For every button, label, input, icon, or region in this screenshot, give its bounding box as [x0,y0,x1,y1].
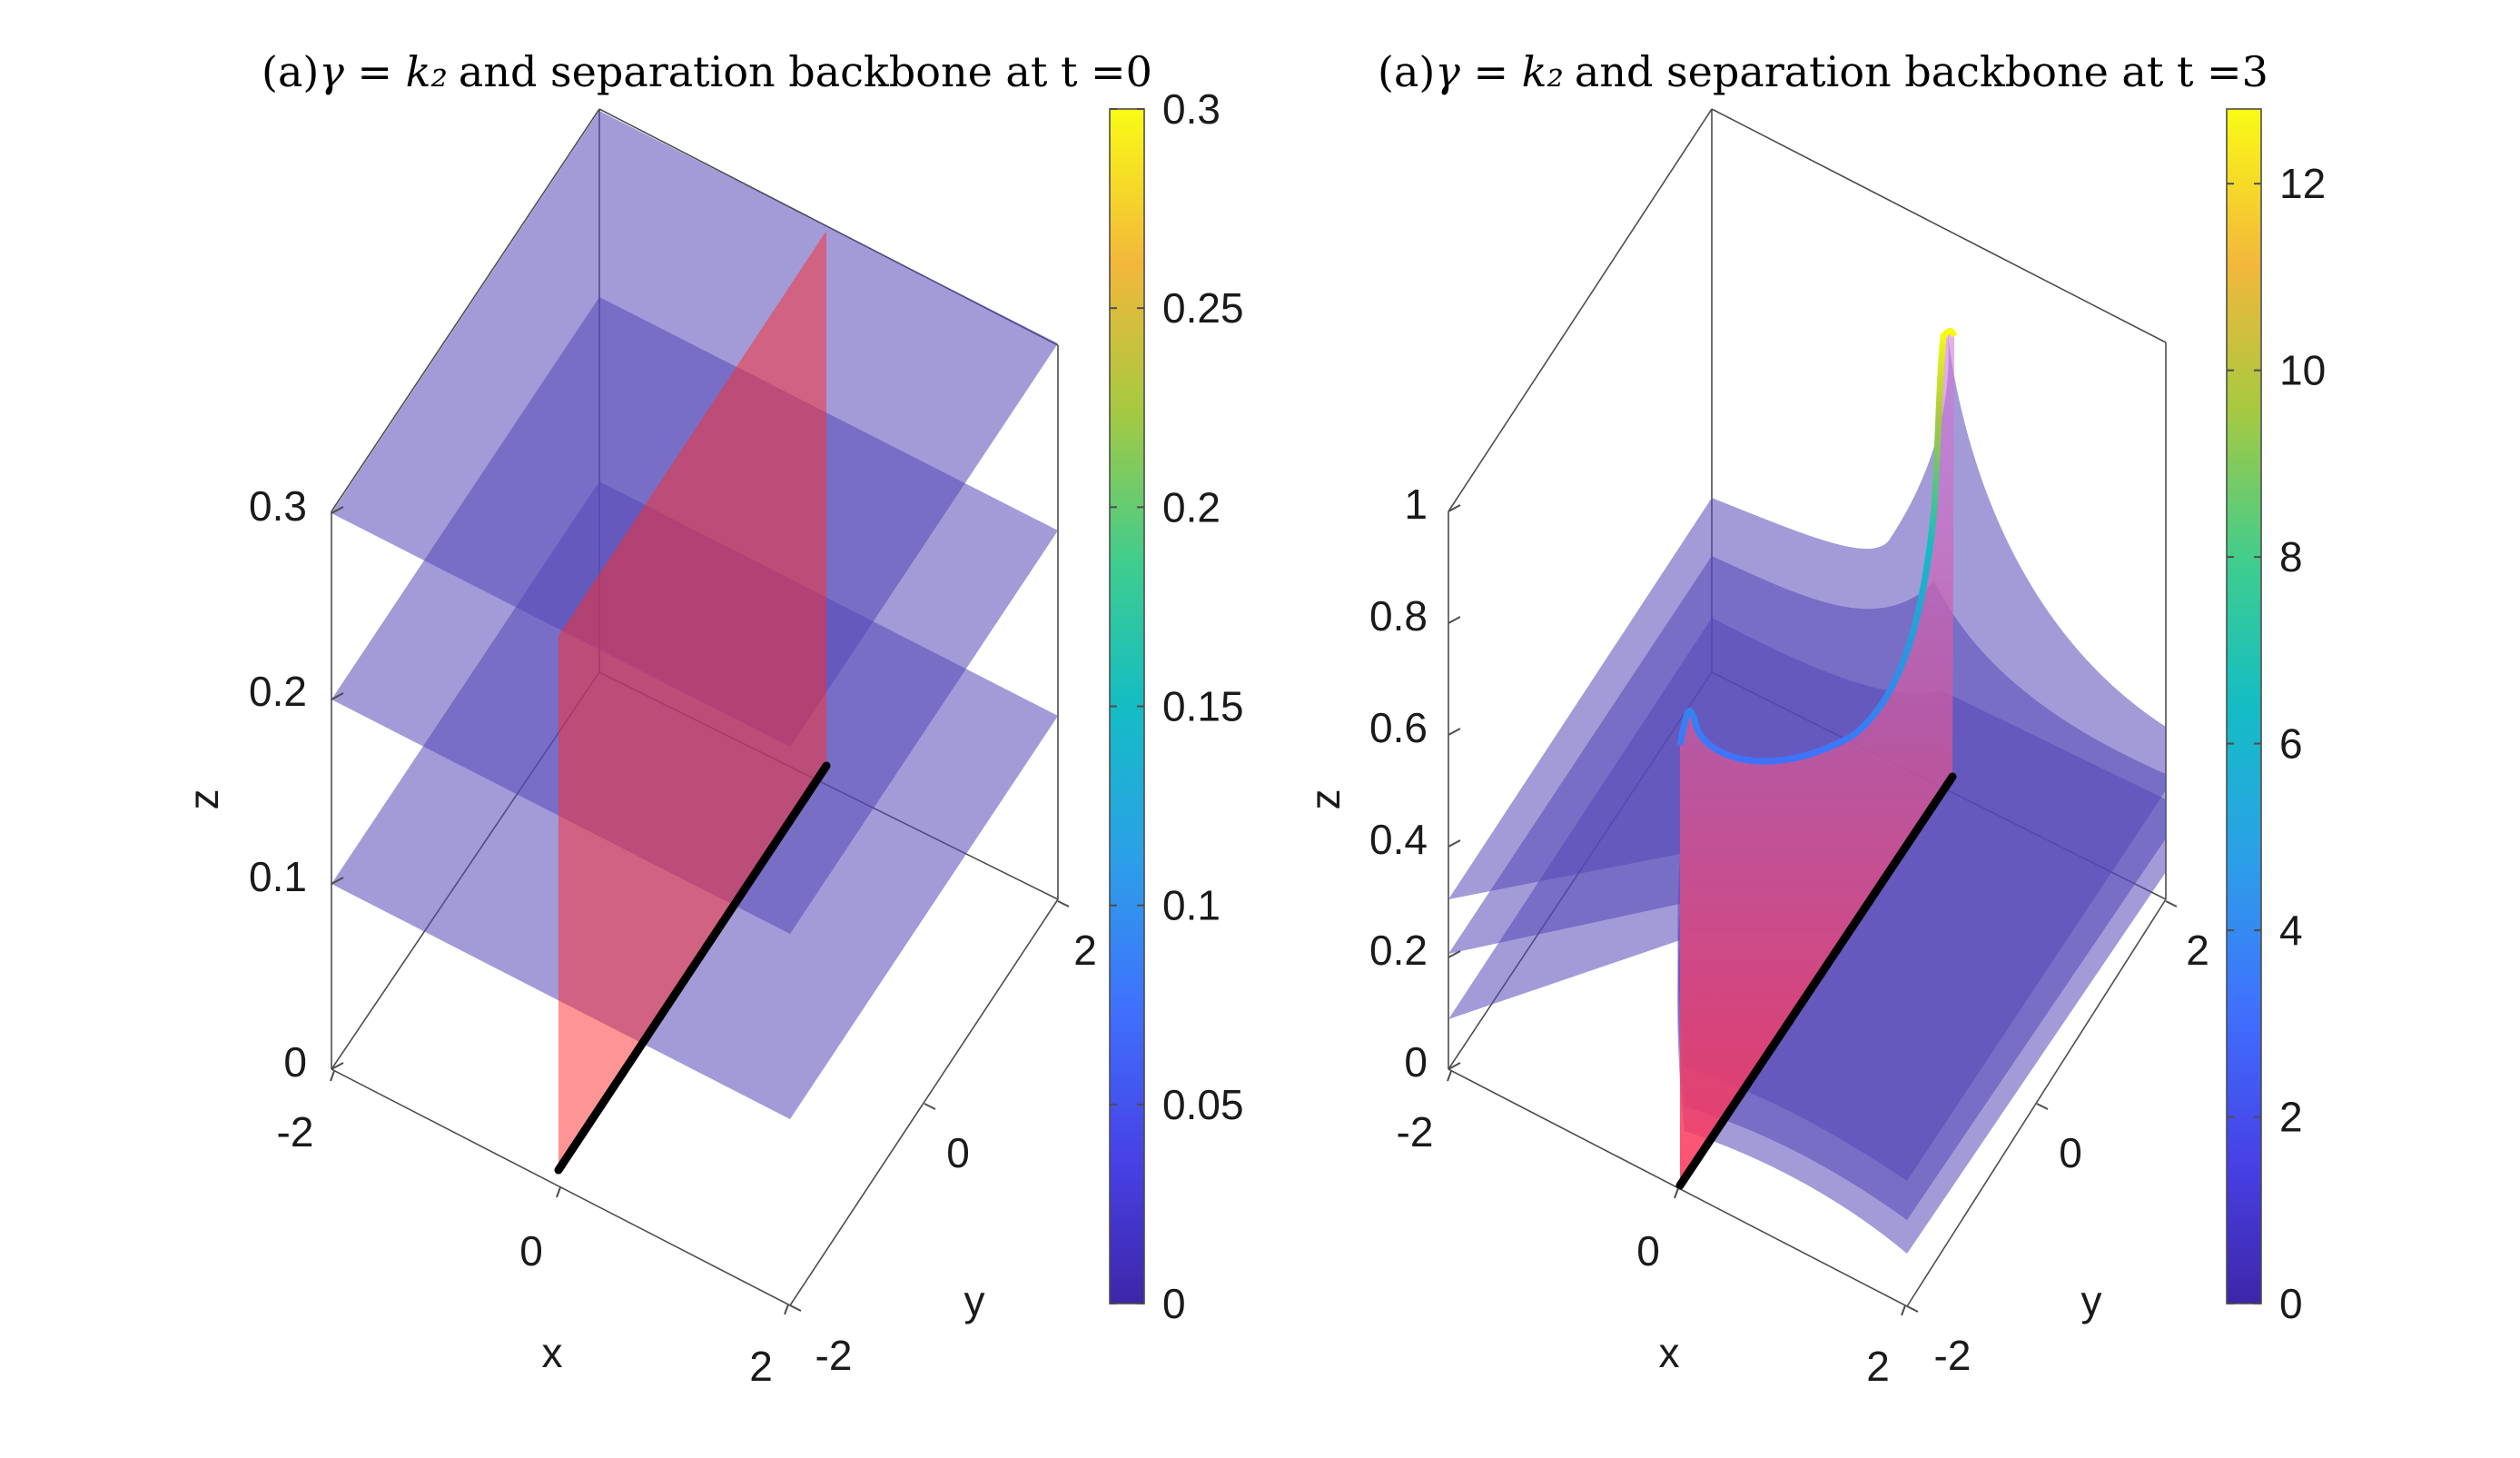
backbone-line-right [1675,772,1957,1190]
z-tick-left: 0.2 [249,668,307,715]
x-tick-right: -2 [1397,1108,1434,1155]
x-tick-left: 0 [519,1227,543,1275]
x-axis-right: -2 0 2 x [1397,1070,1906,1390]
z-axis-right: 0 0.2 0.4 0.6 0.8 1 z [1301,481,1461,1086]
z-tick-right: 0.8 [1369,592,1428,640]
y-axis-right: -2 0 2 y [1906,900,2209,1379]
colorbar-right: 0 2 4 6 8 10 12 [2226,108,2326,1327]
colorbar-left: 0 0.05 0.1 0.15 0.2 0.25 0.3 [1109,85,1244,1327]
panel-left: (a)γ = k₂ and separation backbone at t =0 [180,47,1244,1390]
z-tick-right: 0 [1404,1038,1428,1086]
y-tick-left: -2 [815,1332,853,1379]
x-axis-label-right: x [1659,1329,1680,1376]
y-tick-right: 0 [2059,1129,2082,1176]
y-tick-left: 2 [1073,927,1097,974]
z-tick-right: 0.4 [1369,816,1428,863]
z-tick-right: 0.2 [1369,927,1428,974]
z-tick-left: 0 [283,1038,307,1086]
colorbar-tick-label: 0.3 [1162,85,1220,133]
y-axis-left: -2 0 2 y [789,900,1097,1379]
z-axis-label-left: z [180,789,227,810]
colorbar-tick-label: 0 [2279,1280,2303,1327]
x-tick-left: -2 [277,1108,314,1155]
separation-sheet-right [1680,331,1954,1185]
z-axis-label-right: z [1301,789,1349,810]
z-tick-right: 0.6 [1369,704,1428,751]
x-axis-left: -2 0 2 x [277,1070,789,1390]
panel-right: (a)γ = k₂ and separation backbone at t =3 [1301,47,2326,1390]
colorbar-tick-label: 0.15 [1162,683,1244,730]
chart-title-left: (a)γ = k₂ and separation backbone at t =0 [262,47,1152,96]
y-axis-label-right: y [2081,1277,2102,1324]
colorbar-gradient-right [2226,108,2262,1304]
separation-sheet-left [558,231,826,1170]
x-tick-right: 0 [1636,1227,1660,1275]
colorbar-tick-label: 0.25 [1162,284,1244,332]
colorbar-tick-label: 0.2 [1162,483,1220,531]
colorbar-tick-label: 0.1 [1162,882,1220,929]
x-tick-left: 2 [749,1343,773,1390]
colorbar-tick-label: 6 [2279,720,2303,768]
z-axis-left: 0 0.1 0.2 0.3 z [180,482,344,1086]
colorbar-tick-label: 10 [2279,347,2326,394]
z-tick-right: 1 [1404,481,1428,528]
chart-title-right: (a)γ = k₂ and separation backbone at t =3 [1378,47,2268,96]
colorbar-tick-label: 12 [2279,160,2326,207]
level-plane-0.3 [331,111,1058,747]
colorbar-tick-label: 0 [1162,1280,1186,1327]
colorbar-tick-label: 4 [2279,907,2303,954]
backbone-line-left [554,761,831,1175]
x-tick-right: 2 [1866,1343,1890,1390]
ridge-crest-right [1676,327,1958,765]
z-tick-left: 0.3 [249,482,307,530]
y-tick-right: 2 [2186,927,2209,974]
z-tick-left: 0.1 [249,853,307,900]
y-tick-right: -2 [1934,1332,1972,1379]
y-axis-label-left: y [964,1277,985,1324]
y-tick-left: 0 [946,1129,970,1176]
colorbar-tick-label: 0.05 [1162,1081,1244,1128]
level-surfaces-left [331,111,1058,1119]
colorbar-tick-label: 8 [2279,533,2303,580]
colorbar-tick-label: 2 [2279,1094,2303,1141]
x-axis-label-left: x [542,1329,563,1376]
